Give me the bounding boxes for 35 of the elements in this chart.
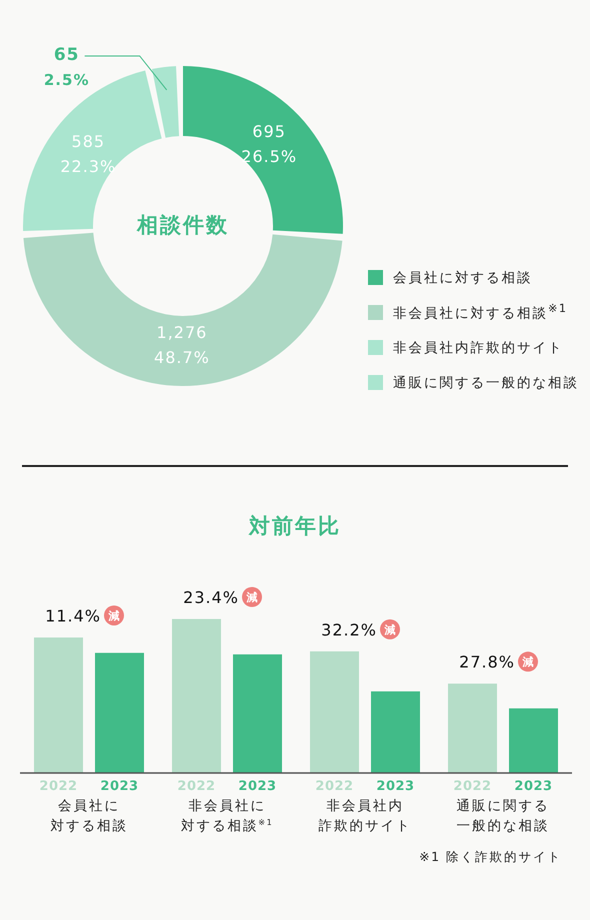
bar	[371, 691, 420, 773]
bar	[310, 651, 359, 773]
bar	[448, 684, 497, 773]
x-tick-label: 非会員社に対する相談$^{※1}$	[180, 798, 274, 834]
text: 23.4% 減	[183, 588, 258, 607]
text: 2022	[177, 779, 216, 794]
bar	[95, 652, 144, 773]
text: 2023	[238, 779, 277, 794]
text: 2023	[514, 779, 553, 794]
annotation: 11.4% 減	[45, 606, 120, 626]
data-label: 65 2.5%	[44, 45, 90, 89]
x-tick-label: 通販に関する一般的な相談	[456, 798, 550, 834]
annotation: 27.8% 減	[459, 652, 534, 672]
data-label: 695 26.5%	[241, 122, 298, 166]
x-tick-label: 会員社に対する相談	[50, 798, 128, 834]
bar	[509, 708, 558, 773]
chart-title: 対前年比	[248, 513, 342, 540]
series-label: 2023	[100, 779, 139, 794]
legend-label: 非会員社に対する相談$^{※1}$	[393, 302, 568, 323]
data-label: 1,276 48.7%	[154, 322, 210, 367]
legend-label: 非会員社内詐欺的サイト	[393, 338, 564, 356]
text: ※1 除く詐欺的サイト	[419, 849, 562, 866]
series-label: 2022	[39, 779, 78, 794]
x-tick-label: 非会員社内詐欺的サイト	[318, 798, 412, 834]
bar	[172, 619, 221, 773]
text: 2023	[376, 779, 415, 794]
legend-label: 通販に関する一般的な相談	[393, 374, 579, 392]
text: 2022	[315, 779, 354, 794]
annotation: 32.2% 減	[321, 620, 396, 640]
text: 相談件数	[136, 212, 230, 239]
bar	[34, 637, 83, 773]
data-label: 585 22.3%	[60, 132, 116, 176]
bar	[233, 654, 282, 773]
text: 2022	[453, 779, 492, 794]
legend-label: 会員社に対する相談	[393, 268, 532, 286]
